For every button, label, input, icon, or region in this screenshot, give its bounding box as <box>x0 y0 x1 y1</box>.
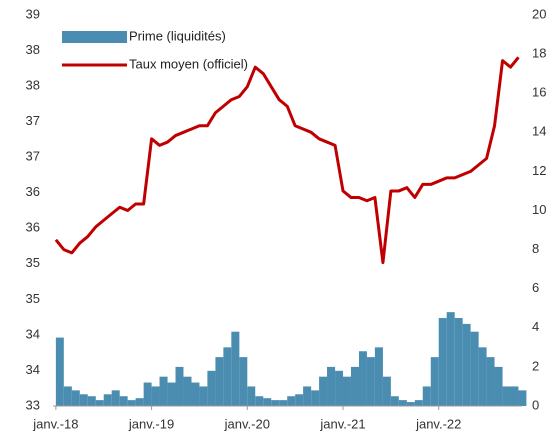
bar <box>446 312 455 406</box>
legend-label: Taux moyen (officiel) <box>129 56 248 71</box>
bar <box>87 396 96 406</box>
bar <box>223 347 232 406</box>
y-tick-label: 39 <box>26 6 40 21</box>
bar <box>486 357 495 406</box>
y-tick-label: 37 <box>26 113 40 128</box>
y-tick-label: 34 <box>26 326 40 341</box>
bar <box>127 400 136 406</box>
bar <box>335 370 344 406</box>
bar <box>135 398 144 406</box>
line <box>54 56 520 265</box>
bar <box>279 400 288 406</box>
y-tick-label: 35 <box>26 255 40 270</box>
bar <box>207 370 216 406</box>
bar <box>159 376 168 406</box>
bar <box>143 382 152 406</box>
bar <box>271 400 280 406</box>
bar <box>287 396 296 406</box>
bar <box>430 357 439 406</box>
bar <box>510 386 519 406</box>
bar <box>167 382 176 406</box>
bar <box>95 400 104 406</box>
x-tick-label: janv.-18 <box>32 416 78 431</box>
bar <box>55 337 64 406</box>
bar <box>303 386 312 406</box>
bar <box>191 382 200 406</box>
bar <box>366 357 375 406</box>
bar <box>494 366 503 406</box>
bar <box>183 376 192 406</box>
bar <box>319 376 328 406</box>
x-tick-label: janv.-21 <box>319 416 365 431</box>
x-tick-label: janv.-19 <box>128 416 174 431</box>
bar <box>398 400 407 406</box>
legend-swatch <box>62 31 127 43</box>
bar <box>199 386 208 406</box>
y2-tick-label: 14 <box>532 124 546 139</box>
bar <box>518 390 527 406</box>
y2-tick-label: 2 <box>532 358 539 373</box>
y-tick-label: 37 <box>26 149 40 164</box>
bar <box>422 386 431 406</box>
bar <box>215 357 224 406</box>
y-tick-label: 33 <box>26 397 40 412</box>
y2-tick-label: 8 <box>532 241 539 256</box>
x-tick-label: janv.-20 <box>224 416 270 431</box>
y2-tick-label: 4 <box>532 319 539 334</box>
x-tick-label: janv.-22 <box>415 416 461 431</box>
bar <box>295 394 304 406</box>
bar <box>374 347 383 406</box>
y2-tick-label: 16 <box>532 85 546 100</box>
y-tick-label: 38 <box>26 42 40 57</box>
legend-label: Prime (liquidités) <box>129 28 226 43</box>
bar <box>175 366 184 406</box>
y2-tick-label: 6 <box>532 280 539 295</box>
y-tick-label: 36 <box>26 184 40 199</box>
bar <box>103 394 112 406</box>
bar <box>71 390 80 406</box>
y2-tick-label: 20 <box>532 6 546 21</box>
bar <box>438 318 447 406</box>
bar <box>414 400 423 406</box>
bar <box>470 331 479 406</box>
y2-tick-label: 18 <box>532 46 546 61</box>
y-tick-label: 35 <box>26 291 40 306</box>
y-tick-label: 34 <box>26 362 40 377</box>
bar <box>350 366 359 406</box>
bar <box>239 357 248 406</box>
bar <box>478 347 487 406</box>
bar <box>111 390 120 406</box>
bar <box>502 386 511 406</box>
bar <box>390 396 399 406</box>
y2-tick-label: 0 <box>532 397 539 412</box>
bar <box>462 323 471 406</box>
y2-tick-label: 10 <box>532 202 546 217</box>
bar <box>327 366 336 406</box>
bar <box>343 376 351 406</box>
bar <box>382 376 391 406</box>
bar <box>406 402 415 406</box>
bar <box>358 351 367 406</box>
bar <box>255 396 264 406</box>
bar <box>231 331 240 406</box>
bar <box>151 386 160 406</box>
bar <box>311 390 320 406</box>
y2-tick-label: 12 <box>532 163 546 178</box>
legend: Prime (liquidités) Taux moyen (officiel) <box>62 28 248 71</box>
bar <box>63 386 72 406</box>
bar <box>263 398 272 406</box>
bar <box>119 396 128 406</box>
bar <box>247 386 256 406</box>
bar <box>79 394 88 406</box>
y-tick-label: 36 <box>26 220 40 235</box>
y-tick-label: 38 <box>26 78 40 93</box>
bar <box>454 318 463 406</box>
